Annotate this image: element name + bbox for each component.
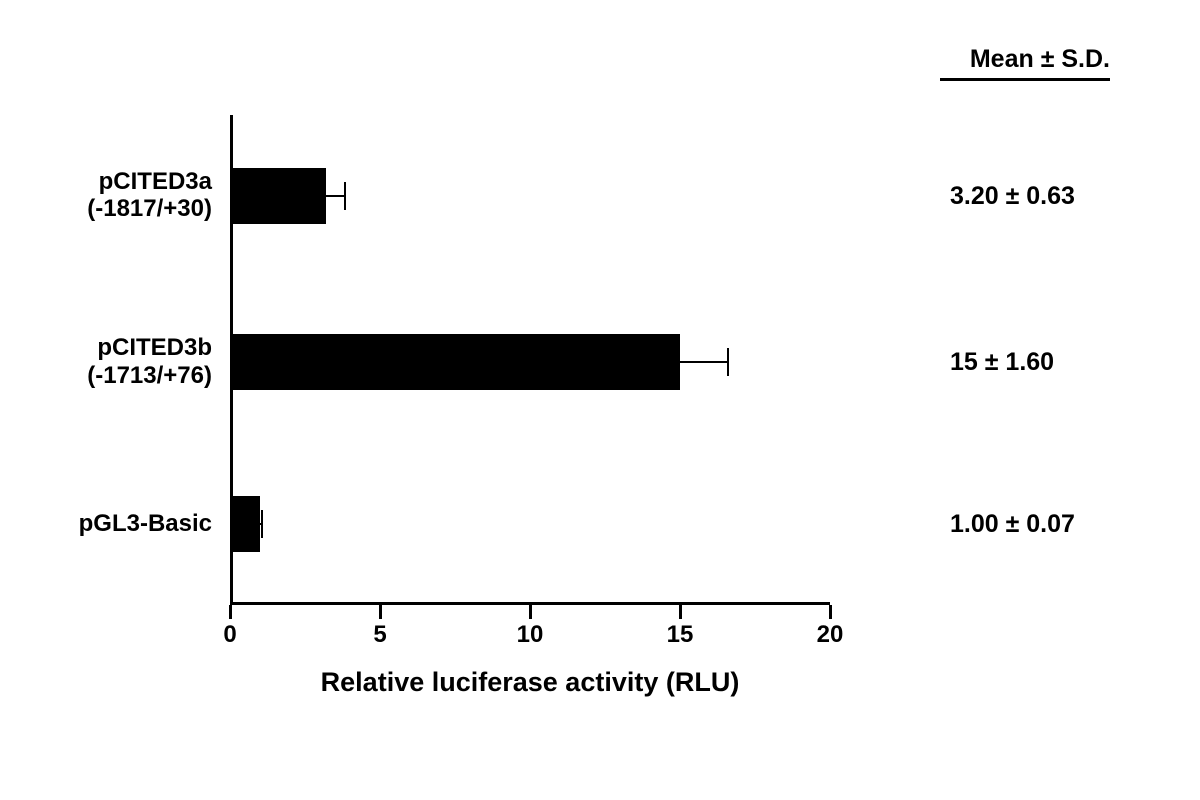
x-tick <box>229 605 232 619</box>
x-axis-title: Relative luciferase activity (RLU) <box>321 667 740 698</box>
x-tick <box>679 605 682 619</box>
stats-header-underline <box>940 78 1110 81</box>
bar-row <box>230 168 830 224</box>
plot-area: 05101520 <box>230 115 830 605</box>
figure: Mean ± S.D. 05101520 Relative luciferase… <box>0 0 1200 800</box>
stats-header: Mean ± S.D. <box>970 45 1110 74</box>
category-label: pCITED3b (-1713/+76) <box>87 334 212 389</box>
error-bar <box>326 195 345 197</box>
bar <box>230 168 326 224</box>
value-label: 3.20 ± 0.63 <box>950 182 1075 211</box>
x-tick <box>379 605 382 619</box>
bar <box>230 334 680 390</box>
value-label: 1.00 ± 0.07 <box>950 510 1075 539</box>
category-label: pGL3-Basic <box>79 510 212 538</box>
error-cap <box>727 348 729 376</box>
category-label: pCITED3a (-1817/+30) <box>87 168 212 223</box>
error-cap <box>261 510 263 538</box>
bar <box>230 496 260 552</box>
x-tick-label: 10 <box>517 621 544 649</box>
x-tick <box>829 605 832 619</box>
x-tick-label: 20 <box>817 621 844 649</box>
x-tick <box>529 605 532 619</box>
error-cap <box>344 182 346 210</box>
bar-row <box>230 496 830 552</box>
x-tick-label: 5 <box>373 621 386 649</box>
x-tick-label: 0 <box>223 621 236 649</box>
bar-row <box>230 334 830 390</box>
value-label: 15 ± 1.60 <box>950 348 1054 377</box>
error-bar <box>680 361 728 363</box>
x-tick-label: 15 <box>667 621 694 649</box>
